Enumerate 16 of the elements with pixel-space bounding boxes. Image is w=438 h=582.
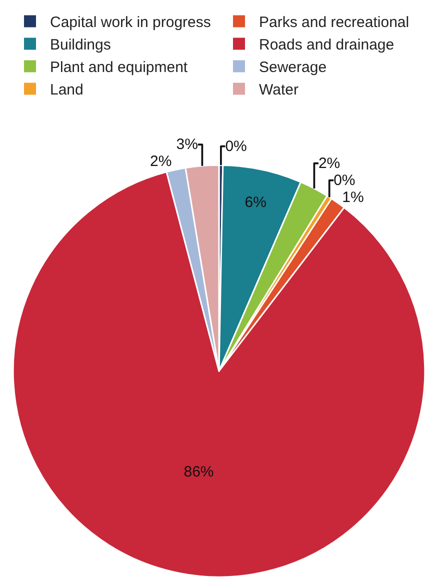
legend-label: Plant and equipment (50, 59, 188, 76)
data-label: 1% (342, 188, 364, 206)
data-label: 0% (334, 172, 356, 189)
data-label: 3% (176, 136, 198, 154)
legend-label: Sewerage (259, 59, 327, 76)
data-label: 0% (225, 138, 247, 155)
legend-label: Buildings (50, 36, 111, 54)
legend-label: Roads and drainage (259, 36, 394, 54)
legend-label: Parks and recreational (259, 14, 410, 32)
data-label: 2% (318, 154, 340, 172)
data-label: 2% (150, 153, 172, 170)
legend-label: Water (259, 82, 298, 99)
data-label: 6% (244, 194, 266, 211)
legend-label: Land (50, 82, 84, 99)
data-label: 86% (184, 464, 214, 481)
legend-label: Capital work in progress (50, 14, 211, 32)
